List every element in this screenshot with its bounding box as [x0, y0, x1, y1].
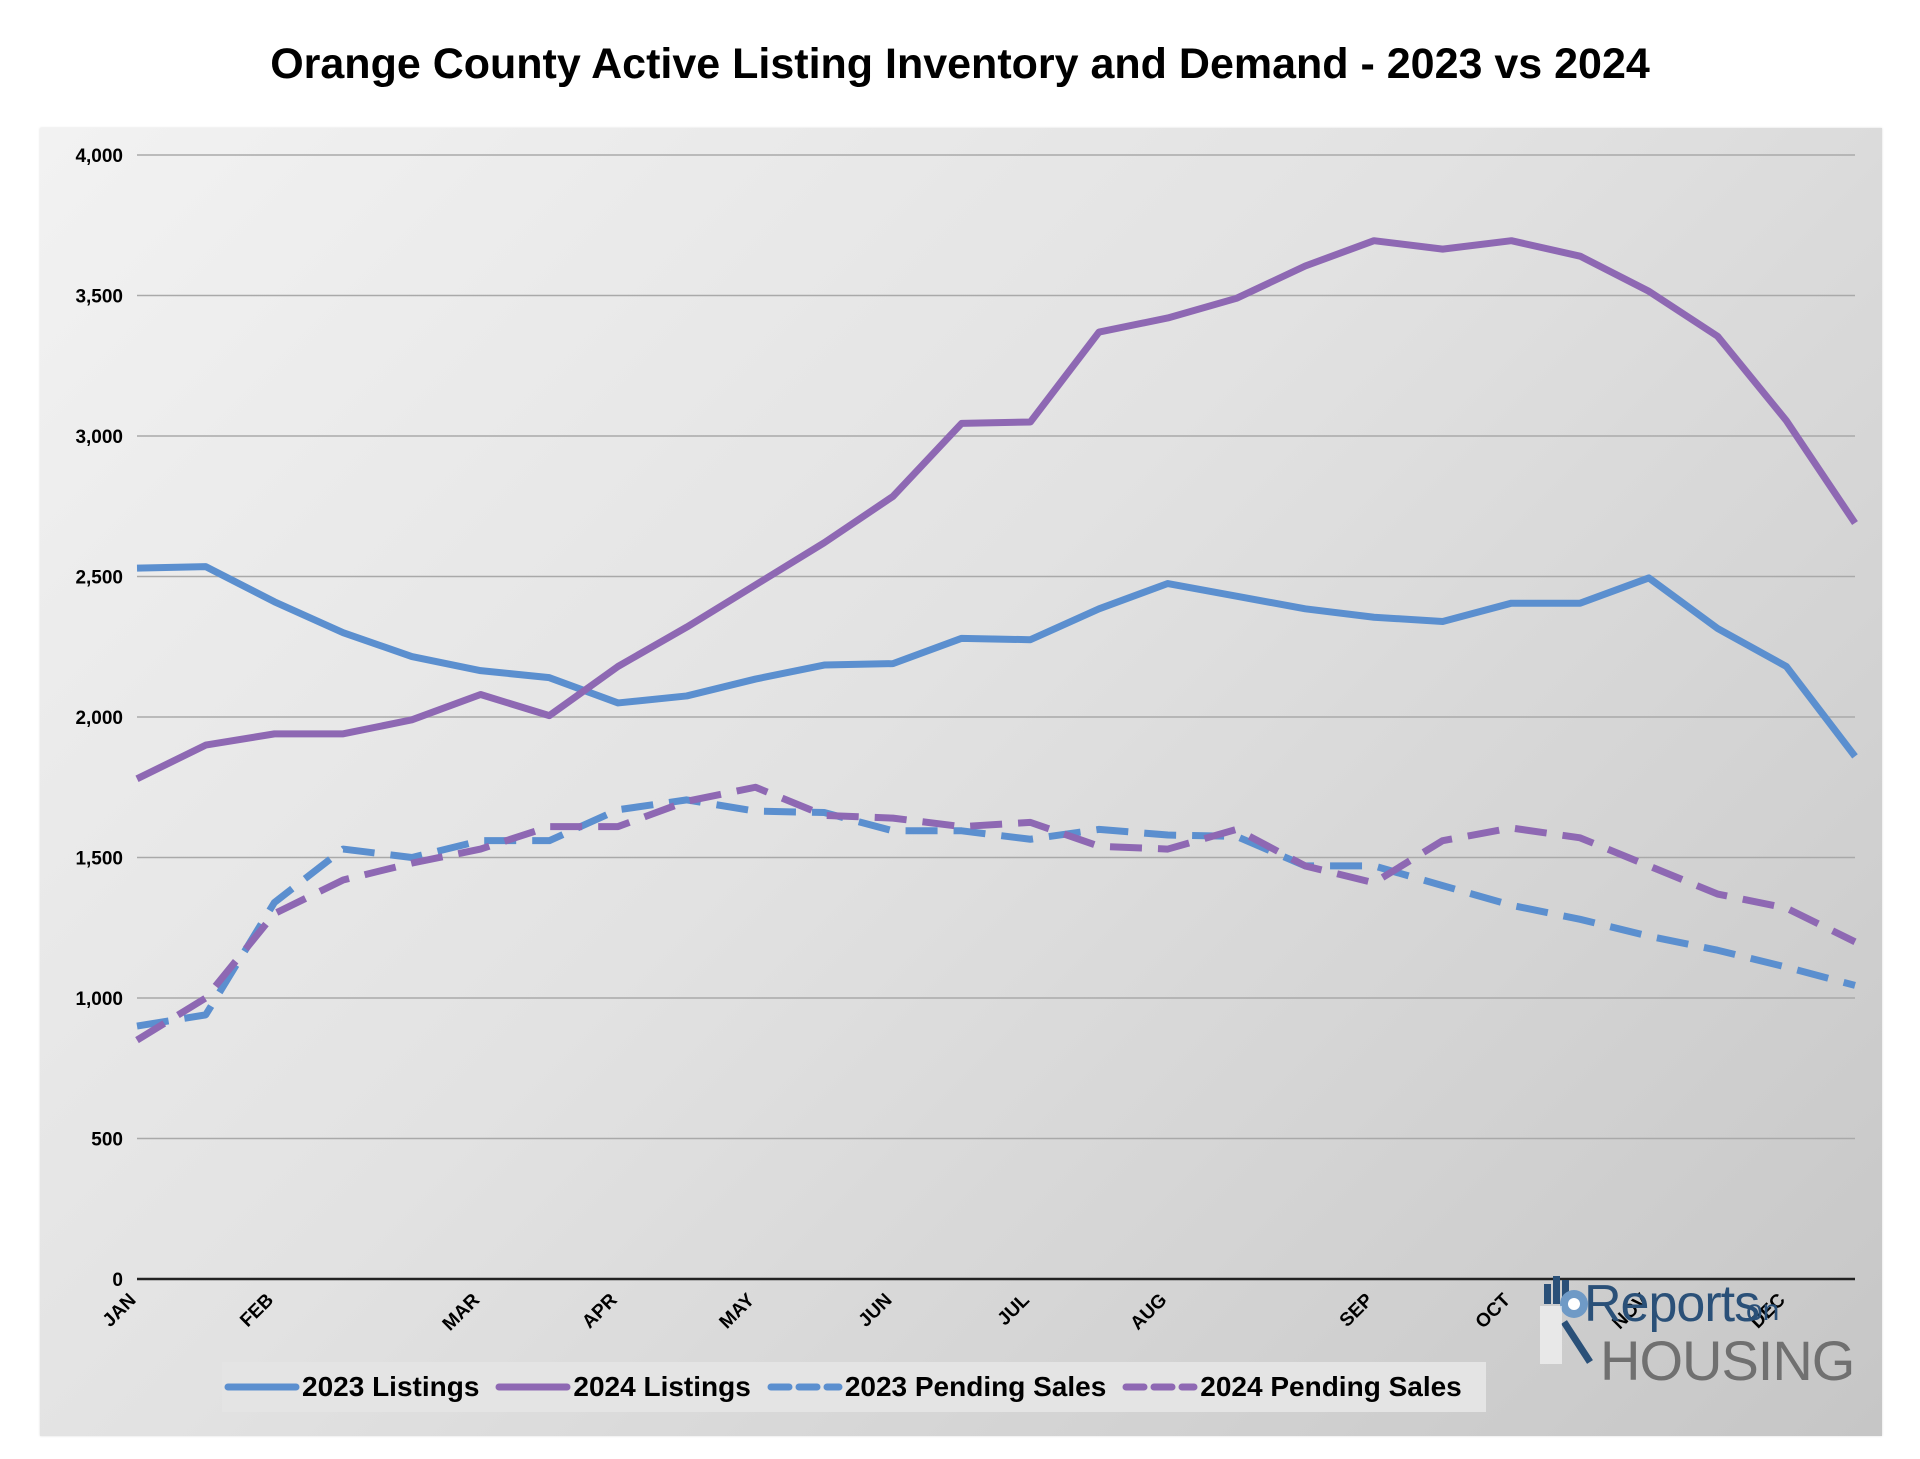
y-tick-label: 500 [91, 1130, 123, 1151]
reports-on-housing-logo: Reports on HOUSING [1540, 1270, 1870, 1392]
x-tick-label: JUN [855, 1290, 897, 1332]
logo-text-on: on [1746, 1294, 1780, 1327]
y-tick-label: 3,000 [75, 427, 123, 448]
logo-text-housing: HOUSING [1600, 1329, 1855, 1392]
series-line-2024-listings [135, 237, 1858, 782]
series-line-2023-pending-sales [136, 796, 1856, 1030]
y-tick-label: 2,000 [75, 708, 123, 729]
legend: 2023 Listings 2024 Listings 2023 Pending S… [222, 1362, 1486, 1412]
x-tick-label: SEP [1336, 1289, 1378, 1331]
series-line-2023-listings [136, 563, 1858, 759]
legend-item: 2023 Listings [222, 1371, 479, 1403]
x-tick-label: MAR [439, 1289, 485, 1335]
x-axis-tick-labels: JAN FEB MAR APR MAY JUN JUL AUG SEP OCT NOV DEC [99, 1289, 1790, 1335]
y-tick-label: 3,500 [75, 287, 123, 308]
x-tick-label: JUL [994, 1289, 1035, 1330]
x-tick-label: FEB [236, 1290, 278, 1332]
legend-label: 2024 Listings [573, 1371, 751, 1402]
legend-item: 2024 Listings [493, 1371, 751, 1403]
y-tick-label: 1,500 [75, 849, 123, 870]
legend-label: 2024 Pending Sales [1200, 1371, 1462, 1402]
logo-mark-icon [1540, 1276, 1593, 1364]
legend-swatch [1122, 1383, 1198, 1391]
legend-swatch [495, 1383, 571, 1391]
series-lines [135, 237, 1858, 1044]
y-tick-label: 0 [112, 1270, 123, 1291]
plot-panel: 0 500 1,000 1,500 2,000 2,500 3,000 3,500 4,000 … [40, 128, 1882, 1436]
y-tick-label: 2,500 [75, 568, 123, 589]
y-tick-label: 1,000 [75, 989, 123, 1010]
legend-swatch [224, 1383, 300, 1391]
legend-label: 2023 Pending Sales [844, 1371, 1107, 1402]
series-line-2024-pending-sales [135, 783, 1857, 1044]
x-tick-label: AUG [1127, 1290, 1172, 1335]
logo-text-reports: Reports [1584, 1275, 1760, 1333]
chart-title: Orange County Active Listing Inventory a… [270, 40, 1650, 88]
legend-item: 2024 Pending Sales [1120, 1371, 1462, 1403]
x-tick-label: APR [578, 1289, 621, 1332]
y-tick-label: 4,000 [75, 146, 123, 167]
y-axis-tick-labels: 0 500 1,000 1,500 2,000 2,500 3,000 3,500 4,000 [75, 146, 123, 1291]
x-tick-label: MAY [716, 1289, 760, 1333]
x-tick-label: OCT [1472, 1289, 1515, 1332]
legend-swatch [767, 1383, 843, 1391]
legend-label: 2023 Listings [302, 1371, 480, 1402]
gridlines [137, 154, 1855, 1140]
legend-item: 2023 Pending Sales [765, 1371, 1106, 1403]
line-chart: 05001,0001,5002,0002,5003,0003,5004,000 … [75, 146, 1858, 1335]
x-tick-label: JAN [99, 1290, 141, 1332]
